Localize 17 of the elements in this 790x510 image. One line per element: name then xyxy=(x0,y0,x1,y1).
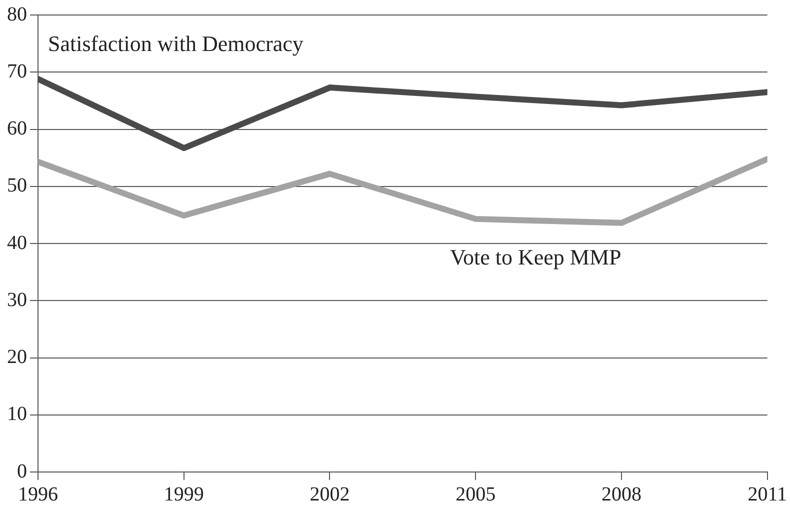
y-tick-label: 40 xyxy=(7,232,27,254)
x-tick-label: 2002 xyxy=(310,483,350,506)
series-label: Vote to Keep MMP xyxy=(450,244,622,270)
y-tick-label: 50 xyxy=(7,174,27,197)
y-tick-label: 30 xyxy=(7,288,27,311)
y-tick-label: 0 xyxy=(17,460,27,482)
x-tick-label: 2005 xyxy=(456,483,496,506)
y-tick-label: 10 xyxy=(7,403,27,426)
y-tick-label: 80 xyxy=(7,3,27,26)
x-tick-label: 2008 xyxy=(601,483,642,506)
y-tick-label: 70 xyxy=(7,60,27,82)
x-tick-label: 1996 xyxy=(18,483,58,506)
series-label: Satisfaction with Democracy xyxy=(48,30,304,56)
y-tick-label: 60 xyxy=(7,118,27,140)
x-tick-label: 1999 xyxy=(164,483,204,506)
y-tick-label: 20 xyxy=(7,346,27,368)
x-tick-label: 2011 xyxy=(748,483,788,506)
